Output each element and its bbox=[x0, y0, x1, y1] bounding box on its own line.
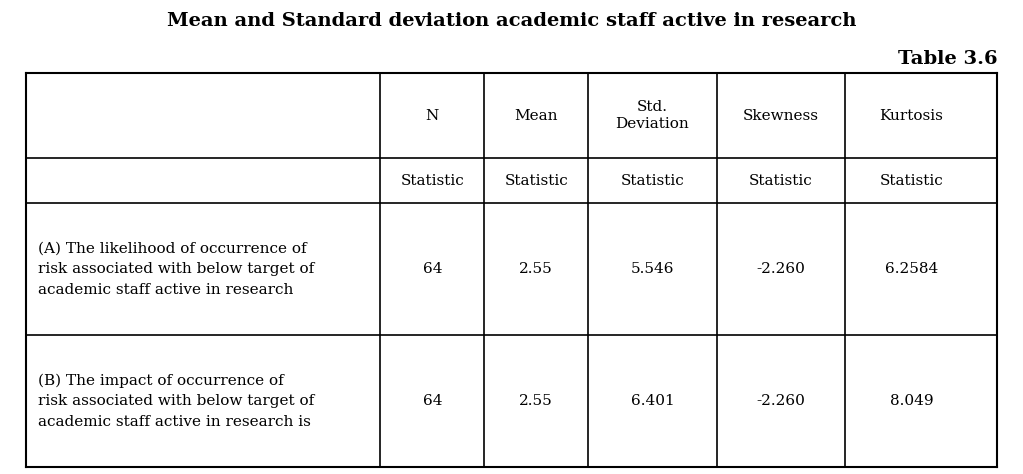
Text: -2.260: -2.260 bbox=[756, 394, 805, 408]
Text: N: N bbox=[426, 109, 439, 123]
Text: -2.260: -2.260 bbox=[756, 262, 805, 276]
Text: Skewness: Skewness bbox=[743, 109, 818, 123]
Text: 6.401: 6.401 bbox=[630, 394, 674, 408]
Text: 8.049: 8.049 bbox=[890, 394, 933, 408]
Text: 64: 64 bbox=[422, 394, 442, 408]
Text: 2.55: 2.55 bbox=[520, 262, 553, 276]
Text: Statistic: Statistic bbox=[749, 173, 812, 188]
Text: 2.55: 2.55 bbox=[520, 394, 553, 408]
Text: Statistic: Statistic bbox=[621, 173, 684, 188]
Text: Mean: Mean bbox=[515, 109, 558, 123]
Text: 5.546: 5.546 bbox=[630, 262, 674, 276]
Text: (B) The impact of occurrence of
risk associated with below target of
academic st: (B) The impact of occurrence of risk ass… bbox=[38, 373, 314, 429]
Text: Statistic: Statistic bbox=[880, 173, 943, 188]
Text: 6.2584: 6.2584 bbox=[885, 262, 938, 276]
Text: Statistic: Statistic bbox=[504, 173, 568, 188]
Text: 64: 64 bbox=[422, 262, 442, 276]
Text: Mean and Standard deviation academic staff active in research: Mean and Standard deviation academic sta… bbox=[167, 12, 856, 30]
Text: Std.
Deviation: Std. Deviation bbox=[616, 100, 690, 131]
Text: (A) The likelihood of occurrence of
risk associated with below target of
academi: (A) The likelihood of occurrence of risk… bbox=[38, 242, 314, 297]
Text: Statistic: Statistic bbox=[400, 173, 464, 188]
Text: Kurtosis: Kurtosis bbox=[880, 109, 943, 123]
Text: Table 3.6: Table 3.6 bbox=[898, 50, 997, 68]
